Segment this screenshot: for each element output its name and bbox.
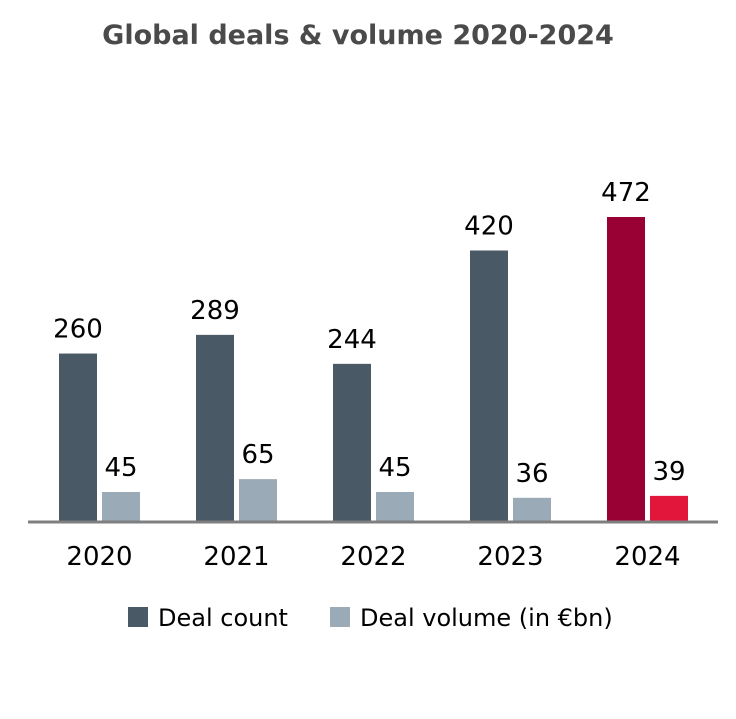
data-label-deal-volume-2020: 45 bbox=[104, 453, 137, 483]
bar-deal-volume-2022 bbox=[376, 492, 414, 521]
chart-title: Global deals & volume 2020-2024 bbox=[102, 20, 614, 51]
legend-swatch-deal-count bbox=[128, 607, 148, 627]
bar-deal-volume-2021 bbox=[239, 479, 277, 521]
data-label-deal-count-2024: 472 bbox=[601, 178, 651, 208]
bars-layer bbox=[59, 217, 688, 522]
bar-deal-count-2022 bbox=[333, 363, 371, 521]
legend-label-deal-count: Deal count bbox=[158, 604, 288, 632]
legend: Deal count Deal volume (in €bn) bbox=[128, 604, 613, 632]
data-label-deal-count-2023: 420 bbox=[464, 211, 514, 241]
x-tick-label-2024: 2024 bbox=[614, 542, 680, 572]
data-label-deal-volume-2023: 36 bbox=[515, 459, 548, 489]
bar-deal-count-2020 bbox=[59, 353, 97, 521]
data-label-deal-volume-2024: 39 bbox=[652, 457, 685, 487]
bar-deal-volume-2024 bbox=[650, 495, 688, 521]
bar-deal-volume-2023 bbox=[513, 497, 551, 521]
bar-deal-volume-2020 bbox=[102, 492, 140, 521]
bar-deal-count-2023 bbox=[470, 250, 508, 522]
x-tick-label-2021: 2021 bbox=[203, 542, 269, 572]
data-label-deal-volume-2021: 65 bbox=[241, 440, 274, 470]
bar-deal-count-2024 bbox=[607, 217, 645, 521]
x-tick-label-2020: 2020 bbox=[66, 542, 132, 572]
data-label-deal-volume-2022: 45 bbox=[378, 453, 411, 483]
data-label-deal-count-2022: 244 bbox=[327, 325, 377, 355]
data-label-deal-count-2021: 289 bbox=[190, 296, 240, 326]
legend-label-deal-volume: Deal volume (in €bn) bbox=[360, 604, 613, 632]
x-tick-label-2023: 2023 bbox=[477, 542, 543, 572]
data-labels-layer: 260 45 289 65 244 45 420 36 472 39 bbox=[53, 178, 685, 489]
x-tick-labels: 2020 2021 2022 2023 2024 bbox=[66, 542, 680, 572]
data-label-deal-count-2020: 260 bbox=[53, 315, 103, 345]
legend-swatch-deal-volume bbox=[330, 607, 350, 627]
bar-deal-count-2021 bbox=[196, 334, 234, 521]
x-tick-label-2022: 2022 bbox=[340, 542, 406, 572]
